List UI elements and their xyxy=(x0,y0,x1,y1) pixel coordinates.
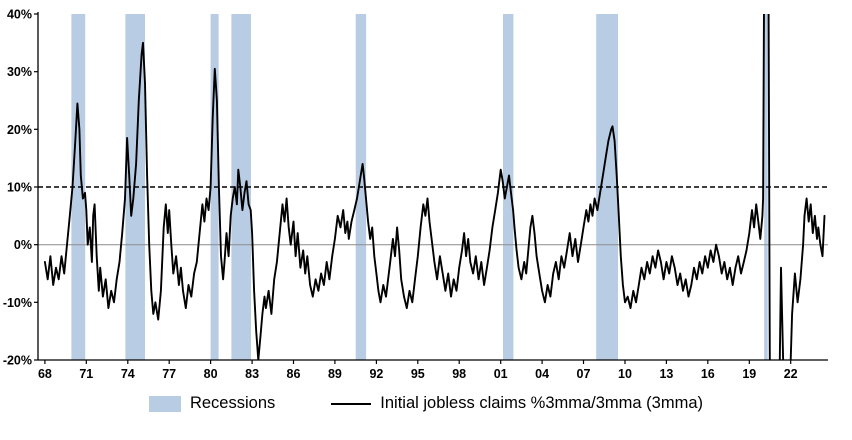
x-axis-label: 71 xyxy=(79,367,93,381)
chart-legend: Recessions Initial jobless claims %3mma/… xyxy=(0,394,852,413)
y-axis-label: -20% xyxy=(3,354,32,368)
series-legend-label: Initial jobless claims %3mma/3mma (3mma) xyxy=(380,394,704,412)
y-axis-label: 10% xyxy=(7,181,32,195)
x-axis-label: 19 xyxy=(742,367,756,381)
series-line-sample xyxy=(331,402,372,405)
x-axis-label: 74 xyxy=(121,367,135,381)
x-axis-label: 13 xyxy=(659,367,673,381)
x-axis-label: 92 xyxy=(369,367,383,381)
x-axis-label: 01 xyxy=(494,367,508,381)
x-axis-label: 10 xyxy=(618,367,632,381)
x-axis-label: 04 xyxy=(535,367,549,381)
recession-swatch xyxy=(148,395,181,412)
x-axis-label: 80 xyxy=(204,367,218,381)
x-axis-label: 98 xyxy=(452,367,466,381)
x-axis-label: 22 xyxy=(784,367,798,381)
chart-plot-area: 40% 30% 20% 10% 0% -10% -20% 68 71 74 77 80 83 86 89 92… xyxy=(3,8,828,381)
recession-band xyxy=(503,14,514,360)
x-axis-label: 89 xyxy=(328,367,342,381)
y-axis-label: 20% xyxy=(7,123,32,137)
y-axis-label: 0% xyxy=(14,238,32,252)
x-axis-label: 16 xyxy=(701,367,715,381)
series-line xyxy=(43,14,826,360)
x-axis-label: 77 xyxy=(162,367,176,381)
y-axis-label: 30% xyxy=(7,65,32,79)
x-axis-label: 68 xyxy=(38,367,52,381)
x-axis-label: 86 xyxy=(287,367,301,381)
legend-item-series: Initial jobless claims %3mma/3mma (3mma) xyxy=(331,394,703,413)
y-axis-label: 40% xyxy=(7,8,32,22)
x-axis-label: 95 xyxy=(411,367,425,381)
recessions-legend-label: Recessions xyxy=(189,394,276,412)
legend-item-recessions: Recessions xyxy=(148,394,276,413)
recession-band xyxy=(764,14,768,360)
x-axis-label: 83 xyxy=(245,367,259,381)
x-axis-label: 07 xyxy=(577,367,591,381)
y-axis-label: -10% xyxy=(3,296,32,310)
